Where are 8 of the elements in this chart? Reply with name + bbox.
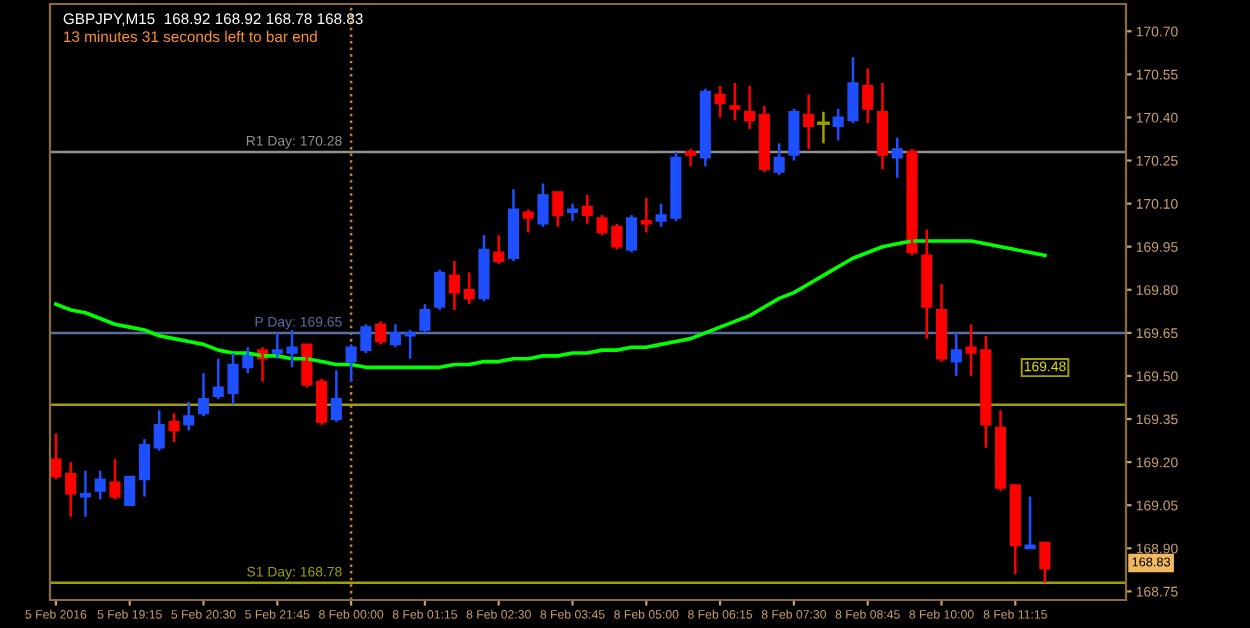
- candlestick: [404, 328, 416, 360]
- candlestick: [522, 208, 534, 234]
- candlestick: [286, 328, 298, 369]
- candlestick: [537, 182, 549, 228]
- candlestick: [817, 110, 830, 145]
- candlestick: [729, 81, 741, 122]
- candlestick: [124, 475, 136, 507]
- candlestick: [109, 458, 121, 501]
